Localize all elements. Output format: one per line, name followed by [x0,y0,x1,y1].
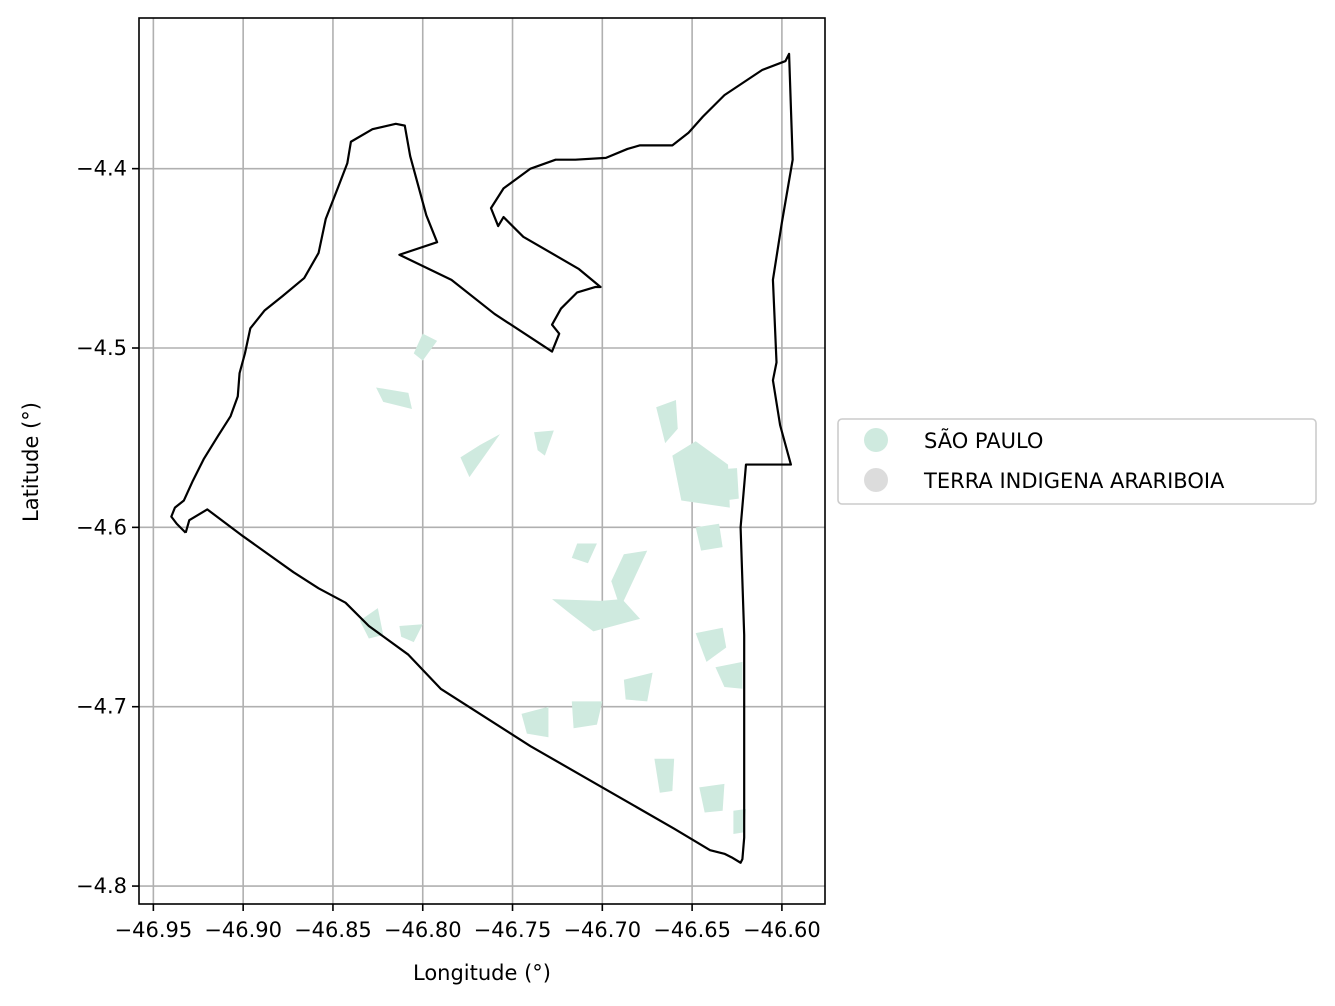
sao-paulo-region [571,543,597,564]
y-tick-label: −4.8 [76,874,127,898]
x-tick-label: −46.70 [563,918,641,942]
territory-boundary [170,52,794,864]
y-tick-label: −4.4 [76,157,127,181]
legend-marker-sao-paulo [864,428,888,452]
land-cover-regions [359,333,746,835]
x-tick-label: −46.60 [743,918,821,942]
sao-paulo-region [654,758,675,793]
legend: SÃO PAULO TERRA INDIGENA ARARIBOIA [837,418,1317,505]
x-tick-label: −46.80 [384,918,462,942]
legend-label-sao-paulo: SÃO PAULO [924,427,1043,453]
x-tick-label: −46.95 [115,918,193,942]
x-tick-label: −46.75 [474,918,552,942]
sao-paulo-region [399,624,423,643]
sao-paulo-region [521,706,549,738]
axis-ticks: −46.95 −46.90 −46.85 −46.80 −46.75 −46.70 −46.… [76,157,821,942]
sao-paulo-region [460,434,500,478]
x-tick-label: −46.85 [294,918,372,942]
sao-paulo-region [733,808,746,835]
sao-paulo-region [571,701,603,729]
sao-paulo-region [611,550,648,609]
sao-paulo-region [672,441,730,508]
sao-paulo-region [656,400,678,444]
sao-paulo-region [413,333,438,361]
x-axis-title: Longitude (°) [413,961,551,985]
sao-paulo-region [715,661,743,689]
sao-paulo-region [699,783,725,813]
y-tick-label: −4.7 [76,695,127,719]
plot-frame [138,17,826,905]
sao-paulo-region [710,468,739,501]
legend-label-terra-indigena: TERRA INDIGENA ARARIBOIA [923,469,1225,493]
sao-paulo-region [534,430,554,456]
sao-paulo-region [552,599,641,632]
sao-paulo-region [695,627,727,662]
x-tick-label: −46.90 [204,918,282,942]
sao-paulo-region [695,523,723,551]
y-tick-label: −4.6 [76,515,127,539]
y-axis-title: Latitude (°) [19,402,43,522]
y-tick-label: −4.5 [76,336,127,360]
legend-frame [837,418,1317,505]
x-tick-label: −46.65 [653,918,731,942]
legend-marker-terra-indigena [864,468,888,492]
sao-paulo-region [623,672,653,702]
sao-paulo-region [376,387,412,409]
